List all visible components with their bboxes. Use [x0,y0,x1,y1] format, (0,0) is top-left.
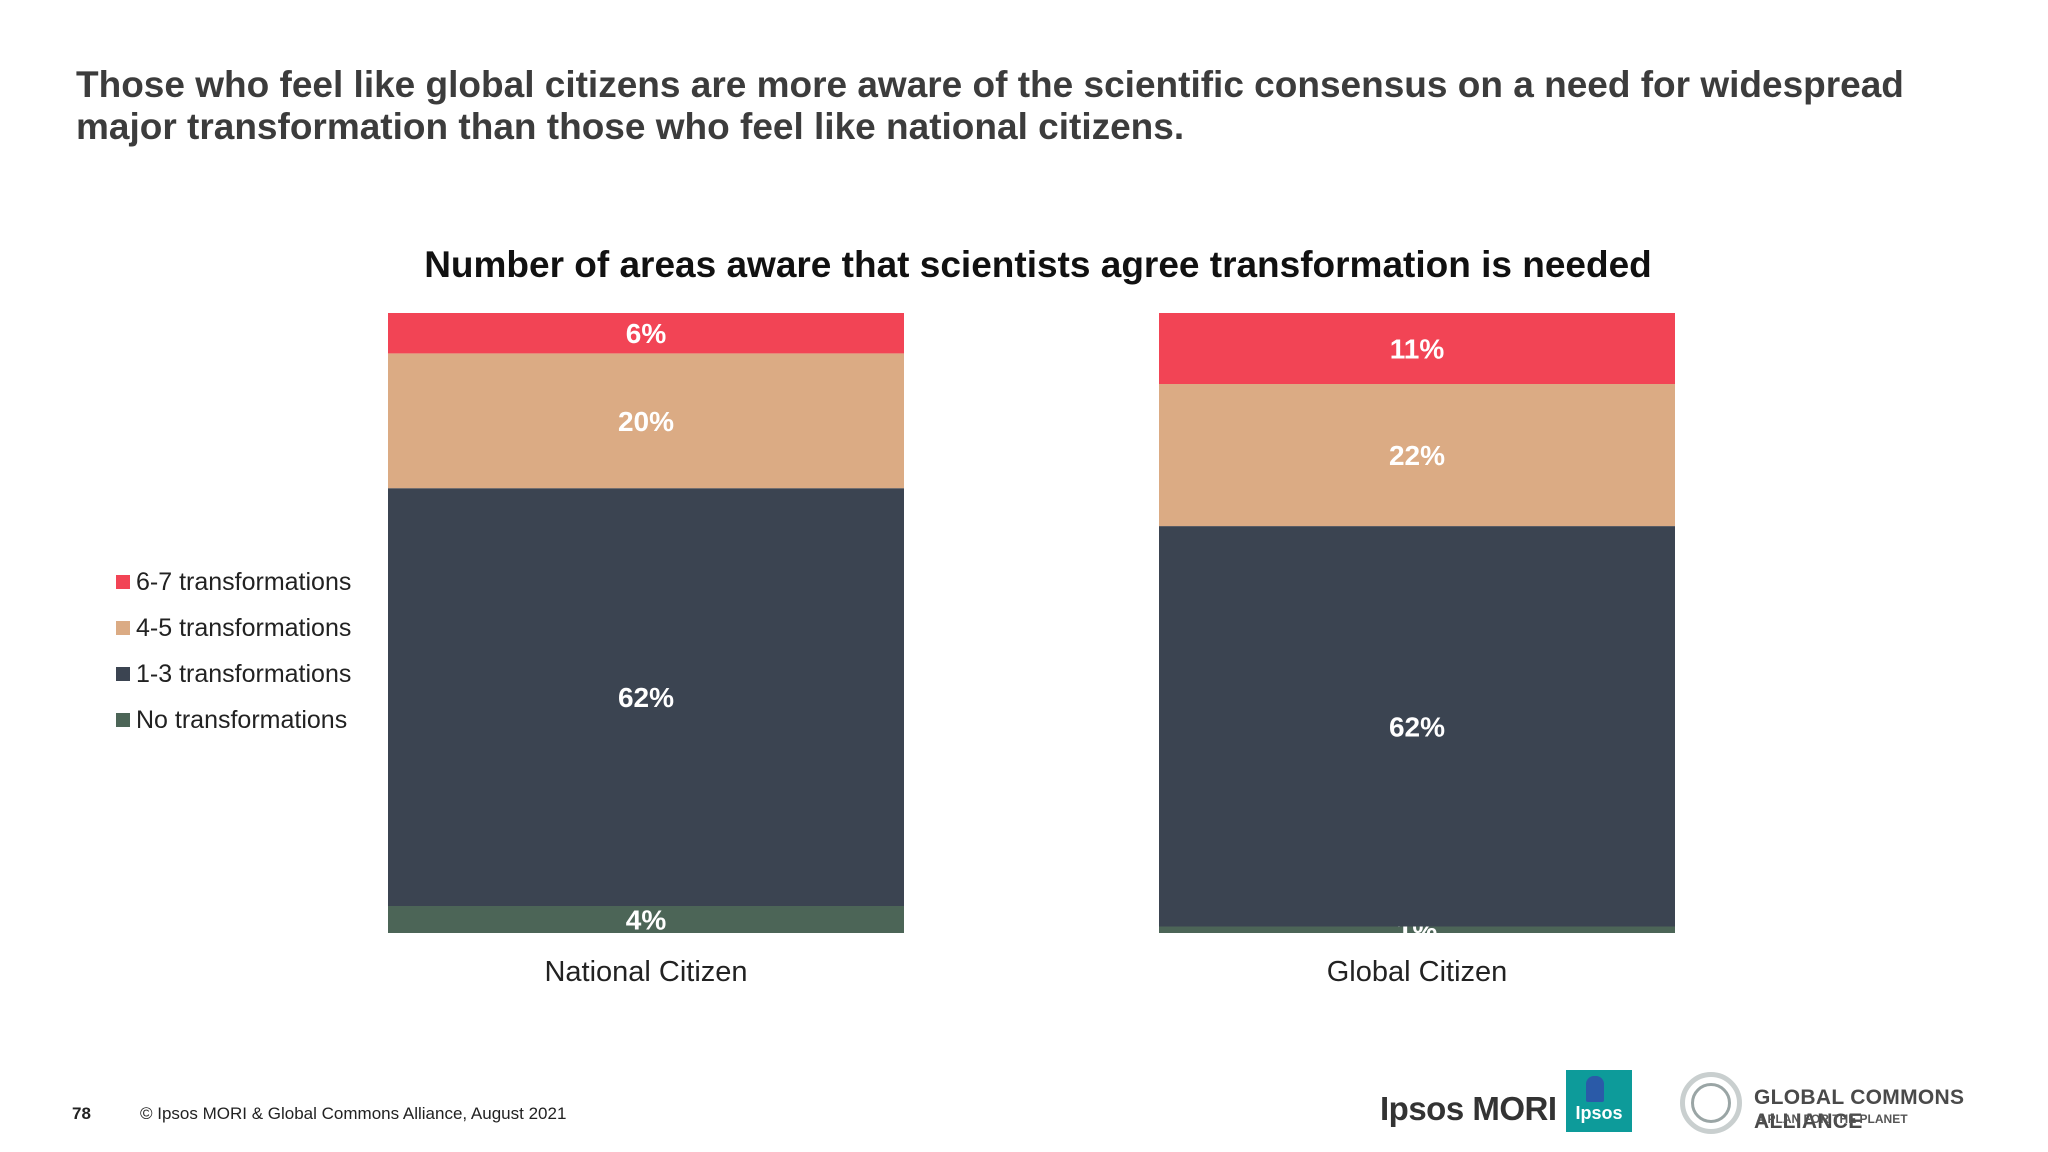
bar-segment-national-citizen-4-5-transformations [388,353,904,489]
page-number: 78 [72,1104,91,1123]
data-label-national-citizen-no-transformations: 4% [626,905,667,936]
legend-item-1-3-transformations: 1-3 transformations [116,651,351,697]
bar-segment-global-citizen-6-7-transformations [1159,313,1675,384]
bar-segment-global-citizen-4-5-transformations [1159,384,1675,527]
category-label-national-citizen: National Citizen [544,956,747,988]
chart-legend: 6-7 transformations 4-5 transformations 1-… [116,559,351,743]
bar-segment-national-citizen-1-3-transformations [388,488,904,906]
chart-title: Number of areas aware that scientists ag… [424,244,1652,285]
data-label-national-citizen-4-5-transformations: 20% [618,406,674,437]
bar-segment-global-citizen-no-transformations [1159,926,1675,933]
ipsos-logo-shape [1586,1076,1604,1102]
legend-item-6-7-transformations: 6-7 transformations [116,559,351,605]
ipsos-logo-icon: Ipsos [1566,1070,1632,1132]
data-label-global-citizen-1-3-transformations: 62% [1389,711,1445,742]
data-label-national-citizen-1-3-transformations: 62% [618,682,674,713]
legend-label-4-5-transformations: 4-5 transformations [136,613,352,642]
legend-label-no-transformations: No transformations [136,705,348,734]
data-label-global-citizen-6-7-transformations: 11% [1390,334,1445,365]
legend-swatch-1-3-transformations [116,667,130,681]
legend-swatch-no-transformations [116,713,130,727]
bar-segment-national-citizen-no-transformations [388,906,904,933]
legend-swatch-6-7-transformations [116,575,130,589]
data-label-national-citizen-6-7-transformations: 6% [626,318,667,349]
category-label-global-citizen: Global Citizen [1327,956,1508,988]
bar-segment-national-citizen-6-7-transformations [388,313,904,354]
copyright-notice: © Ipsos MORI & Global Commons Alliance, … [140,1104,567,1123]
data-label-global-citizen-4-5-transformations: 22% [1389,440,1445,471]
gca-logo-name: GLOBAL COMMONS ALLIANCE [1754,1086,1965,1133]
headline: Those who feel like global citizens are … [76,64,1904,147]
legend-swatch-4-5-transformations [116,621,130,635]
legend-label-6-7-transformations: 6-7 transformations [136,567,352,596]
legend-label-1-3-transformations: 1-3 transformations [136,659,352,688]
legend-item-no-transformations: No transformations [116,697,351,743]
gca-ring-icon [1680,1072,1742,1134]
ipsos-mori-logo: Ipsos MORI [1380,1090,1557,1127]
bar-segment-global-citizen-1-3-transformations [1159,526,1675,927]
gca-logo-tagline: A PLAN FOR THE PLANET [1756,1112,1908,1126]
ipsos-logo-text: Ipsos [1575,1103,1623,1123]
legend-item-4-5-transformations: 4-5 transformations [116,605,351,651]
